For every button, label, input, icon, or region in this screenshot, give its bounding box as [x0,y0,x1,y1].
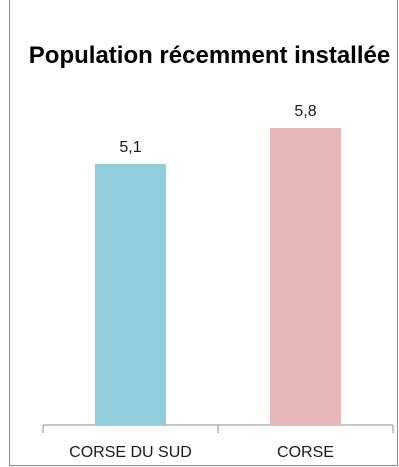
chart-title: Population récemment installée [28,42,391,69]
data-label: 5,8 [294,103,316,120]
bars-group: 5,1 CORSE DU SUD 5,8 CORSE [69,103,341,461]
x-tick-label: CORSE DU SUD [69,444,192,461]
x-tick-label: CORSE [277,444,334,461]
bar-corse [270,128,341,425]
bar-corse-du-sud [95,163,166,425]
data-label: 5,1 [119,139,141,156]
